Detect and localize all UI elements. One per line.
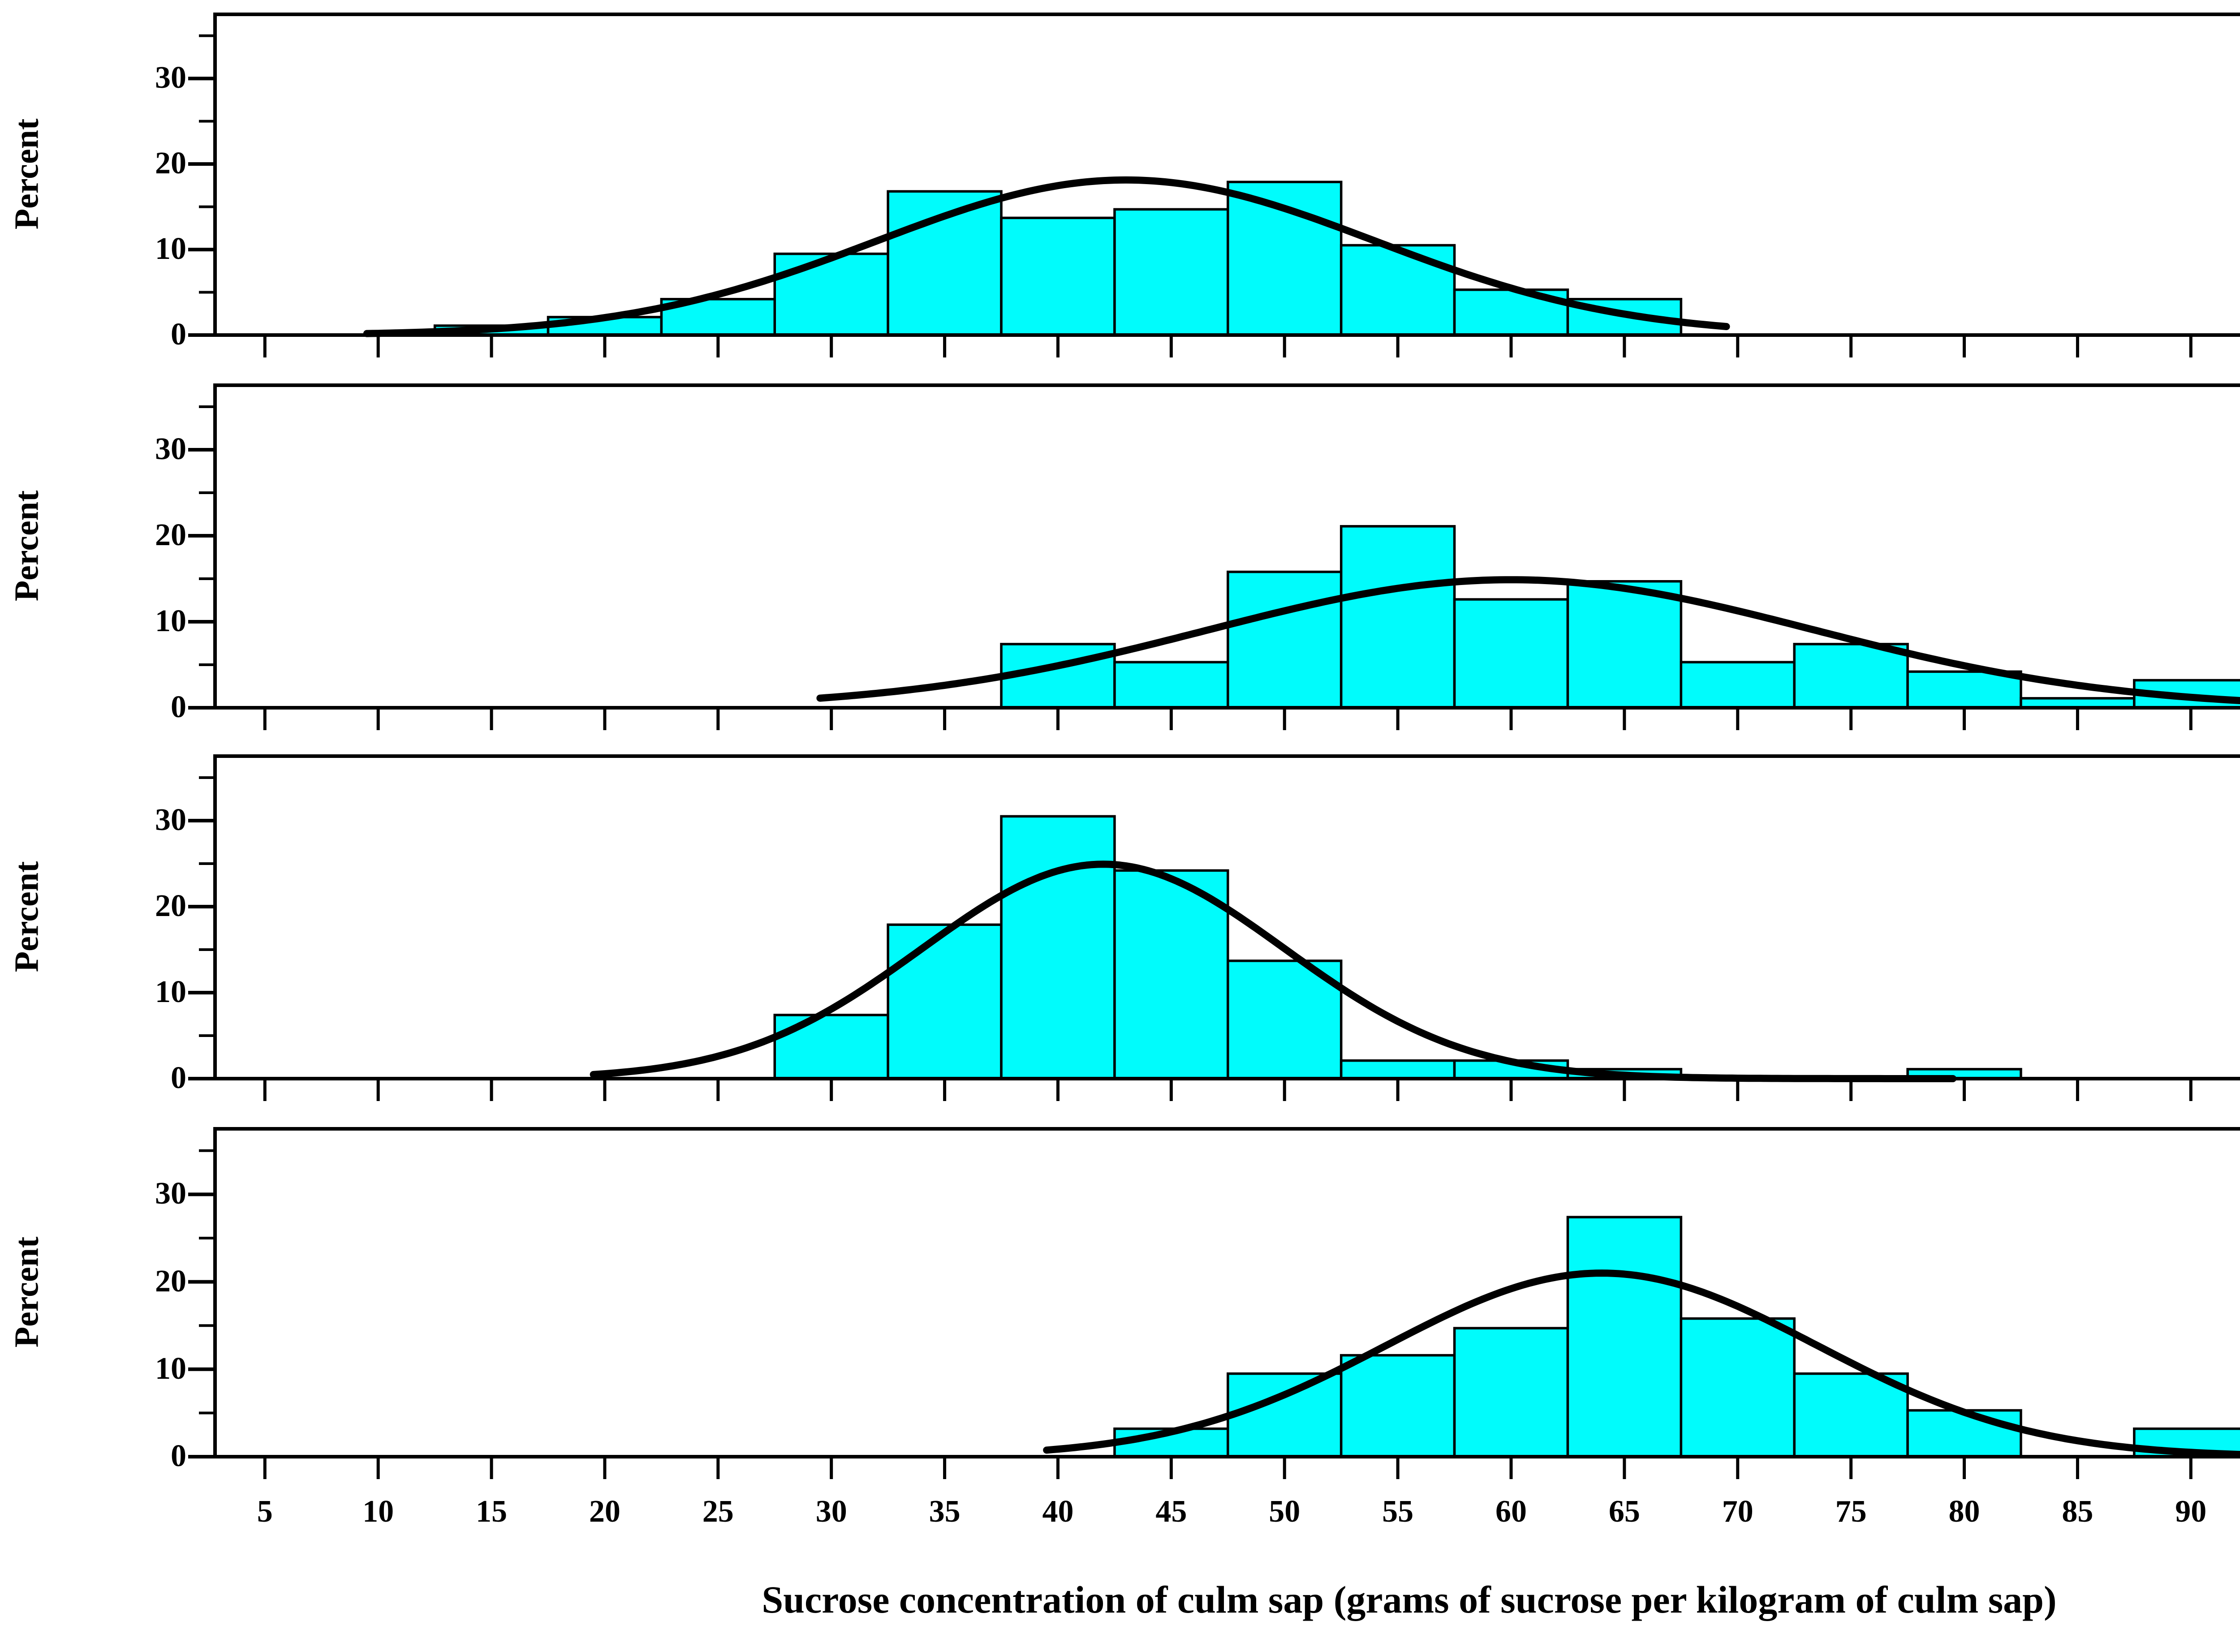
x-tick-label: 25: [702, 1494, 734, 1529]
histogram-bar: [1566, 580, 1683, 709]
x-tick-label: 30: [815, 1494, 847, 1529]
x-tick-label: 35: [929, 1494, 961, 1529]
normal-curve: [816, 576, 2240, 704]
x-tick-label: 85: [2062, 1494, 2094, 1529]
normal-curve: [590, 860, 1957, 1082]
y-tick-label: 0: [171, 1061, 186, 1095]
y-tick-label: 20: [155, 518, 186, 552]
y-tick-label: 30: [155, 803, 186, 837]
y-tick-label: 20: [155, 889, 186, 923]
plot-frame: [213, 13, 2240, 337]
histogram-bar: [887, 923, 1003, 1080]
y-tick-label: 20: [155, 146, 186, 181]
x-tick-label: 5: [257, 1494, 273, 1529]
histogram-bar: [660, 298, 776, 336]
x-tick-label: 75: [1835, 1494, 1867, 1529]
y-tick-label: 0: [171, 1439, 186, 1473]
panel-2016: [188, 754, 2240, 1101]
y-tick-label: 10: [155, 975, 186, 1009]
y-axis-title: Percent: [8, 490, 46, 602]
x-axis-title: Sucrose concentration of culm sap (grams…: [762, 1578, 2057, 1621]
x-tick-label: 15: [476, 1494, 508, 1529]
panel-2015: [188, 383, 2240, 730]
histogram-bar: [1000, 815, 1116, 1080]
x-tick-label: 40: [1042, 1494, 1074, 1529]
x-tick-label: 20: [589, 1494, 620, 1529]
x-tick-label: 95: [2237, 1496, 2240, 1527]
histogram-bar: [1340, 525, 1456, 709]
y-tick-label: 10: [155, 604, 186, 638]
y-tick-label: 30: [155, 60, 186, 95]
normal-curve: [363, 176, 1730, 337]
panel-2014: [188, 13, 2240, 357]
y-axis-title: Percent: [8, 1236, 46, 1348]
plot-frame: [213, 754, 2240, 1080]
histogram-bar: [773, 252, 889, 336]
x-tick-label: 65: [1608, 1494, 1640, 1529]
plot-frame: [213, 1127, 2240, 1458]
panel-2017: [188, 1127, 2240, 1479]
y-tick-label: 10: [155, 232, 186, 267]
y-axis-title: Percent: [8, 861, 46, 972]
histogram-bar: [1227, 959, 1343, 1080]
y-tick-label: 30: [155, 432, 186, 466]
histogram-bar: [1113, 661, 1229, 709]
y-axis-title: Percent: [8, 118, 46, 230]
x-tick-label: 80: [1948, 1494, 1980, 1529]
x-tick-label: 50: [1269, 1494, 1301, 1529]
y-tick-label: 20: [155, 1264, 186, 1299]
x-tick-label: 60: [1495, 1494, 1527, 1529]
histogram-bar: [1227, 570, 1343, 709]
x-tick-label: 90: [2175, 1494, 2207, 1529]
x-tick-label: 10: [362, 1494, 394, 1529]
x-tick-label: 45: [1155, 1494, 1187, 1529]
y-tick-label: 0: [171, 317, 186, 352]
x-tick-label: 55: [1382, 1494, 1414, 1529]
plot-frame: [213, 383, 2240, 710]
x-tick-label: 70: [1722, 1494, 1753, 1529]
y-tick-label: 30: [155, 1176, 186, 1211]
y-tick-label: 0: [171, 690, 186, 724]
normal-curve: [1043, 1269, 2240, 1458]
histogram-bar: [1113, 869, 1229, 1080]
histogram-bar: [1453, 1327, 1569, 1458]
histogram-bar: [1906, 670, 2022, 709]
histogram-bar: [1680, 1317, 1796, 1458]
y-tick-label: 10: [155, 1351, 186, 1386]
histogram-bar: [1453, 598, 1569, 709]
histogram-bar: [1340, 1354, 1456, 1458]
